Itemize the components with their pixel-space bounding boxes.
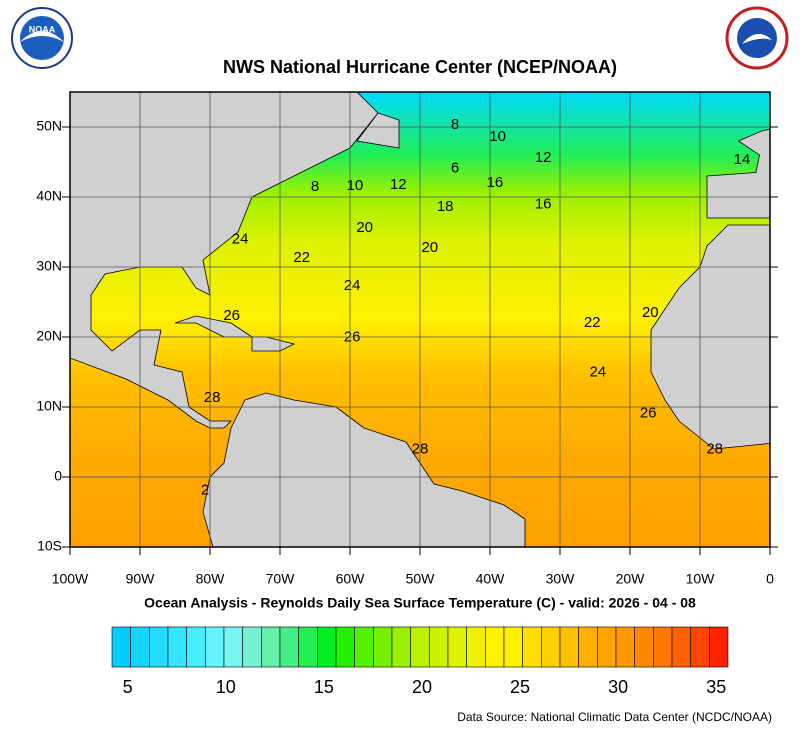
logo-text: NOAA [29,24,56,34]
x-tick-label: 80W [196,571,226,587]
map: 8 10 12 14 6 16 8 10 12 18 16 20 20 24 22 24 26 26 22 20 24 2… [70,92,770,547]
colorbar-box [391,626,411,668]
subtitle: Ocean Analysis - Reynolds Daily Sea Surf… [144,595,696,611]
colorbar-box [186,626,206,668]
colorbar-box [653,626,673,668]
contour-label: 26 [640,404,657,421]
colorbar-box [559,626,579,668]
colorbar-label: 30 [608,677,628,697]
nws-logo [725,6,789,70]
colorbar-label: 15 [314,677,334,697]
contour-label: 20 [356,219,373,236]
colorbar-box [298,626,318,668]
colorbar-box [167,626,187,668]
x-tick-label: 10W [686,571,716,587]
colorbar-box [429,626,449,668]
colorbar-box [690,626,710,668]
x-tick-label: 60W [336,571,366,587]
colorbar-box [597,626,617,668]
land [356,112,400,149]
colorbar: 5 10 15 20 25 30 35 [111,626,729,697]
colorbar-box [130,626,150,668]
contour-label: 28 [706,441,723,458]
x-tick-label: 40W [476,571,506,587]
colorbar-box [335,626,355,668]
colorbar-box [541,626,561,668]
contour-label: 24 [344,277,361,294]
colorbar-label: 5 [123,677,133,697]
x-tick-label: 50W [406,571,436,587]
contour-label: 28 [204,389,221,406]
contour-label: 10 [489,128,506,145]
colorbar-box [261,626,281,668]
colorbar-label: 20 [412,677,432,697]
contour-label: 24 [589,364,606,381]
colorbar-label: 10 [216,677,236,697]
title: NWS National Hurricane Center (NCEP/NOAA… [223,57,617,77]
colorbar-box [466,626,486,668]
noaa-logo: NOAA [11,7,73,69]
contour-label: 14 [734,151,751,168]
y-tick-label: 40N [36,188,62,204]
colorbar-box [578,626,598,668]
colorbar-box [671,626,691,668]
contour-label: 12 [390,176,407,193]
contour-label: 6 [451,159,459,176]
contour-label: 10 [347,177,364,194]
data-source: Data Source: National Climatic Data Cent… [457,710,772,724]
y-tick-label: 10S [37,538,62,554]
colorbar-label: 25 [510,677,530,697]
colorbar-box [111,626,131,668]
colorbar-box [354,626,374,668]
colorbar-label: 35 [706,677,726,697]
contour-label: 8 [311,178,319,195]
contour-label: 18 [437,198,454,215]
colorbar-box [373,626,393,668]
colorbar-box [205,626,225,668]
colorbar-box [317,626,337,668]
colorbar-box [279,626,299,668]
colorbar-box [242,626,262,668]
colorbar-box [149,626,169,668]
colorbar-box [410,626,430,668]
colorbar-box [709,626,729,668]
contour-label: 12 [535,149,552,166]
contour-label: 24 [232,231,249,248]
contour-label: 20 [421,239,438,256]
colorbar-box [223,626,243,668]
contour-label: 16 [535,196,552,213]
contour-label: 20 [642,304,659,321]
colorbar-box [615,626,635,668]
x-tick-label: 100W [52,571,89,587]
y-tick-label: 50N [36,118,62,134]
contour-label: 2 [201,481,209,498]
x-tick-label: 0 [766,571,774,587]
colorbar-box [503,626,523,668]
contour-label: 16 [487,174,504,191]
x-tick-label: 20W [616,571,646,587]
land [706,128,770,219]
contour-label: 22 [293,249,310,266]
map-frame [69,91,771,548]
colorbar-box [447,626,467,668]
contour-label: 22 [584,314,601,331]
y-tick-label: 10N [36,398,62,414]
colorbar-box [634,626,654,668]
contour-label: 26 [223,307,240,324]
y-tick-label: 0 [54,468,62,484]
contour-label: 8 [451,116,459,133]
x-tick-label: 30W [546,571,576,587]
x-tick-label: 70W [266,571,296,587]
x-tick-label: 90W [126,571,156,587]
colorbar-box [485,626,505,668]
grid: 100W 90W 80W 70W 60W 50W 40W 30W 20W 10W 0 50N 40N 30… [36,92,778,587]
y-tick-label: 30N [36,258,62,274]
y-tick-label: 20N [36,328,62,344]
colorbar-box [522,626,542,668]
